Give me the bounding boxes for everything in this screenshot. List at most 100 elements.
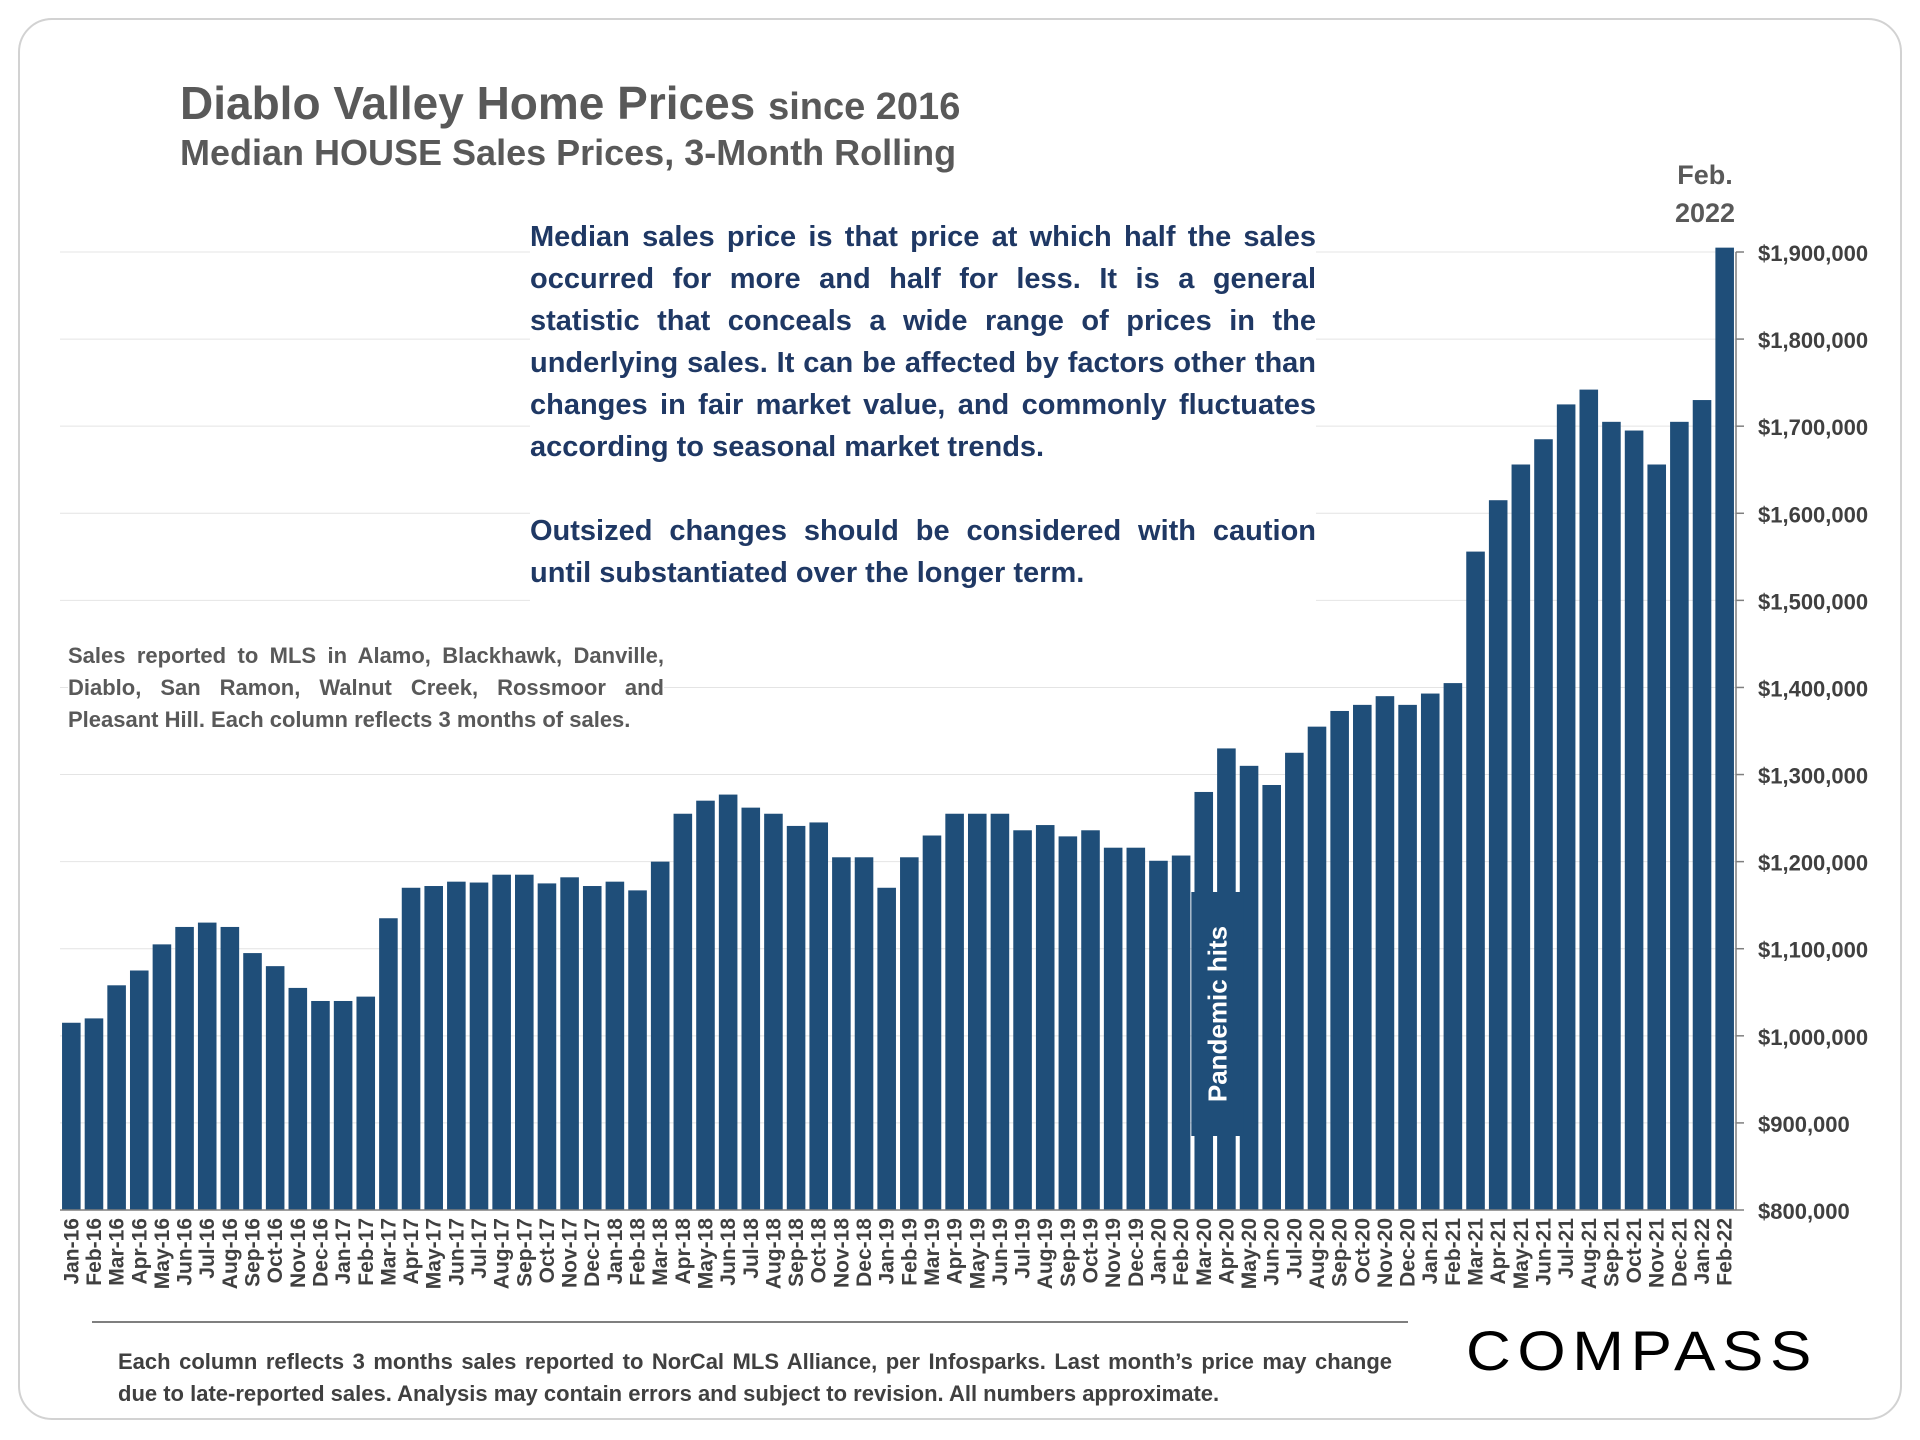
- x-tick-label: Sep-20: [1329, 1218, 1352, 1287]
- bar-Jan-17: [333, 1000, 353, 1210]
- chart-subtitle: Median HOUSE Sales Prices, 3-Month Rolli…: [180, 132, 957, 173]
- x-tick-label: Mar-19: [921, 1218, 944, 1286]
- x-tick-label: Dec-20: [1397, 1218, 1420, 1287]
- x-tick-label: Apr-17: [400, 1218, 423, 1285]
- x-tick-label: Jun-19: [989, 1218, 1012, 1286]
- x-tick-label: May-16: [151, 1218, 174, 1289]
- x-tick-label: Jan-16: [60, 1218, 83, 1285]
- x-tick-label: Nov-19: [1102, 1218, 1125, 1288]
- bar-Sep-21: [1602, 421, 1621, 1210]
- bar-Feb-20: [1171, 855, 1191, 1210]
- x-tick-label: Nov-20: [1374, 1218, 1397, 1288]
- y-tick-label: $1,300,000: [1758, 764, 1868, 789]
- x-tick-label: Oct-21: [1623, 1218, 1646, 1284]
- bar-Jul-18: [741, 807, 761, 1210]
- x-tick-label: Dec-16: [309, 1218, 332, 1287]
- x-tick-label: May-20: [1238, 1218, 1261, 1289]
- y-tick-label: $1,000,000: [1758, 1025, 1868, 1050]
- bar-Sep-18: [786, 825, 806, 1210]
- y-tick-label: $1,600,000: [1758, 502, 1868, 527]
- y-tick-label: $800,000: [1758, 1199, 1850, 1224]
- bar-Nov-18: [832, 857, 851, 1210]
- y-axis: $800,000 $900,000 $1,000,000 $1,100,000 $1,2…: [1735, 241, 1868, 1224]
- bar-Oct-21: [1624, 430, 1644, 1210]
- x-tick-label: Oct-17: [536, 1218, 559, 1283]
- bar-Feb-17: [356, 996, 376, 1210]
- x-tick-label: Feb-21: [1442, 1218, 1465, 1286]
- x-tick-label: Jan-22: [1691, 1218, 1714, 1285]
- y-tick-label: $1,400,000: [1758, 676, 1868, 701]
- pandemic-label-bg: [1191, 892, 1244, 1136]
- x-tick-label: Sep-16: [242, 1218, 265, 1287]
- x-tick-label: Jul-19: [1012, 1218, 1035, 1279]
- x-tick-label: Mar-21: [1465, 1218, 1488, 1286]
- bar-Mar-16: [107, 985, 126, 1210]
- bar-Jan-18: [605, 881, 625, 1210]
- bar-Dec-20: [1398, 704, 1417, 1210]
- bar-Nov-21: [1647, 464, 1667, 1210]
- bar-Jan-16: [62, 1022, 81, 1210]
- feb-2022-label: Feb. 2022: [1660, 156, 1750, 232]
- bar-Jan-22: [1692, 400, 1712, 1210]
- y-tick-label: $1,100,000: [1758, 938, 1868, 963]
- bar-Jul-16: [197, 922, 217, 1210]
- bar-Jul-19: [1013, 830, 1032, 1210]
- bar-Mar-18: [650, 861, 670, 1210]
- x-tick-label: Feb-18: [627, 1218, 650, 1286]
- x-tick-label: Oct-19: [1080, 1218, 1103, 1283]
- median-definition-text: Median sales price is that price at whic…: [530, 221, 1316, 463]
- bars: [62, 247, 1734, 1211]
- x-tick-label: Mar-18: [649, 1218, 672, 1286]
- bar-Aug-17: [492, 874, 511, 1210]
- bar-Jun-16: [175, 926, 194, 1210]
- bar-Nov-17: [560, 877, 579, 1210]
- pandemic-hits-label: Pandemic hits: [1202, 926, 1232, 1102]
- x-tick-label: Nov-16: [287, 1218, 310, 1288]
- x-tick-label: Jul-17: [468, 1218, 491, 1279]
- bar-Oct-18: [809, 822, 829, 1210]
- y-tick-label: $1,800,000: [1758, 328, 1868, 353]
- bar-Feb-19: [900, 857, 919, 1210]
- x-tick-label: May-19: [966, 1218, 989, 1289]
- x-tick-label: Jul-18: [740, 1218, 763, 1279]
- x-tick-label: Apr-16: [128, 1218, 151, 1285]
- bar-Aug-16: [220, 926, 240, 1210]
- bar-Dec-21: [1670, 421, 1689, 1210]
- y-tick-label: $1,700,000: [1758, 415, 1868, 440]
- x-tick-label: May-18: [694, 1218, 717, 1290]
- bar-Jul-21: [1556, 404, 1576, 1211]
- caution-text: Outsized changes should be considered wi…: [530, 515, 1316, 589]
- x-tick-label: Dec-19: [1125, 1218, 1148, 1287]
- x-tick-label: Oct-20: [1351, 1218, 1374, 1283]
- chart-title-suffix: since 2016: [768, 86, 961, 128]
- x-tick-label: Nov-21: [1646, 1218, 1669, 1288]
- bar-Jun-19: [990, 813, 1010, 1210]
- x-tick-label: Sep-18: [785, 1218, 808, 1287]
- x-tick-label: Jul-16: [196, 1218, 219, 1279]
- feb-label-line2: 2022: [1674, 198, 1736, 228]
- bar-May-19: [967, 813, 987, 1210]
- x-tick-label: Jul-20: [1283, 1218, 1306, 1279]
- x-tick-label: Oct-18: [808, 1218, 831, 1284]
- bar-Jan-21: [1420, 693, 1440, 1210]
- x-tick-label: Sep-21: [1600, 1218, 1623, 1287]
- x-tick-label: Aug-21: [1578, 1218, 1601, 1289]
- bar-Sep-19: [1058, 836, 1078, 1210]
- footnote-text: Each column reflects 3 months sales repo…: [118, 1349, 1392, 1406]
- y-tick-label: $1,500,000: [1758, 589, 1868, 614]
- x-tick-label: Dec-18: [853, 1218, 876, 1287]
- x-tick-label: Feb-22: [1714, 1218, 1737, 1286]
- x-tick-label: Jun-18: [717, 1218, 740, 1286]
- compass-logo-text: COMPASS: [1466, 1319, 1818, 1382]
- x-tick-label: Nov-17: [559, 1218, 582, 1288]
- compass-logo: COMPASS: [1466, 1319, 1818, 1382]
- bar-Jun-20: [1262, 784, 1281, 1210]
- x-tick-label: May-21: [1510, 1218, 1533, 1290]
- x-tick-label: Mar-20: [1193, 1218, 1216, 1286]
- bar-Jul-17: [469, 882, 489, 1210]
- bar-Feb-18: [628, 890, 647, 1210]
- bar-Dec-17: [582, 886, 602, 1210]
- y-tick-label: $1,200,000: [1758, 851, 1868, 876]
- bar-Oct-16: [265, 966, 285, 1210]
- x-axis: Jan-16 Feb-16 Mar-16 Apr-16 May-16 Jun-16 Jul-…: [60, 1209, 1737, 1290]
